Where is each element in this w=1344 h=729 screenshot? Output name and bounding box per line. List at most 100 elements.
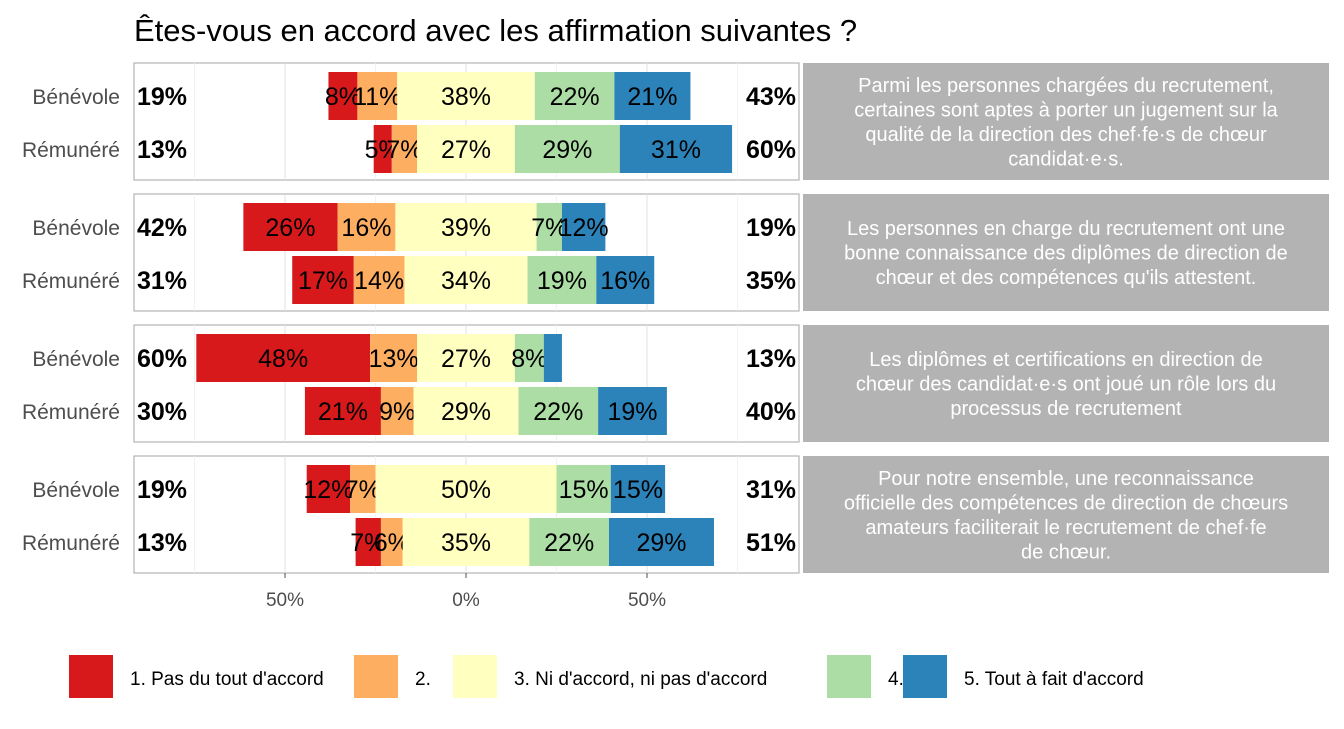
segment-label: 8% [511, 345, 547, 373]
group-label: Rémunéré [22, 270, 120, 293]
group-label: Bénévole [32, 479, 120, 502]
segment-label: 7% [350, 529, 386, 557]
statement-line: chœur des candidat·e·s ont joué un rôle … [856, 374, 1276, 396]
legend-swatch [903, 655, 947, 698]
right-total-label: 13% [746, 345, 796, 373]
bar-segment [355, 518, 381, 566]
group-label: Bénévole [32, 86, 120, 109]
segment-label: 35% [441, 529, 491, 557]
bar-segment [413, 387, 519, 435]
statement-strip [803, 325, 1329, 442]
segment-label: 7% [386, 136, 422, 164]
segment-label: 14% [354, 267, 404, 295]
bar-segment [529, 518, 609, 566]
bar-segment [402, 518, 530, 566]
bar-segment [619, 125, 733, 173]
legend-label: 4. [888, 669, 904, 690]
statement-line: bonne connaissance des diplômes de direc… [844, 243, 1288, 265]
x-tick-label: 0% [452, 590, 480, 611]
segment-label: 17% [298, 267, 348, 295]
right-total-label: 19% [746, 214, 796, 242]
segment-label: 50% [441, 476, 491, 504]
bar-segment [328, 72, 358, 120]
bar-segment [306, 465, 351, 513]
segment-label: 29% [441, 398, 491, 426]
statement-strip [803, 456, 1329, 573]
statement-line: candidat·e·s. [1008, 148, 1124, 170]
segment-label: 21% [318, 398, 368, 426]
bar-segment [598, 387, 667, 435]
segment-label: 34% [441, 267, 491, 295]
segment-label: 38% [441, 83, 491, 111]
group-label: Bénévole [32, 217, 120, 240]
bar-segment [614, 72, 691, 120]
segment-label: 22% [550, 83, 600, 111]
segment-label: 8% [325, 83, 361, 111]
segment-label: 9% [379, 398, 415, 426]
legend-swatch [69, 655, 113, 698]
statement-line: chœur et des compétences qu'ils attesten… [876, 267, 1257, 289]
segment-label: 19% [607, 398, 657, 426]
bar-segment [196, 334, 371, 382]
segment-label: 16% [600, 267, 650, 295]
bar-segment [527, 256, 597, 304]
left-total-label: 19% [137, 83, 187, 111]
bar-segment [561, 203, 606, 251]
bar-segment [370, 334, 418, 382]
group-label: Rémunéré [22, 139, 120, 162]
segment-label: 15% [613, 476, 663, 504]
left-total-label: 19% [137, 476, 187, 504]
group-label: Rémunéré [22, 532, 120, 555]
segment-label: 7% [531, 214, 567, 242]
statement-line: processus de recrutement [950, 398, 1182, 420]
legend-label: 5. Tout à fait d'accord [964, 669, 1144, 690]
bar-segment [534, 72, 615, 120]
bar-segment [380, 387, 414, 435]
bar-segment [304, 387, 381, 435]
bar-segment [543, 334, 562, 382]
segment-label: 12% [559, 214, 609, 242]
left-total-label: 30% [137, 398, 187, 426]
statement-strip [803, 63, 1329, 180]
segment-label: 27% [441, 345, 491, 373]
group-label: Rémunéré [22, 401, 120, 424]
bar-segment [610, 465, 666, 513]
statement-line: amateurs faciliterait le recrutement de … [865, 517, 1266, 539]
segment-label: 26% [265, 214, 315, 242]
bar-segment [596, 256, 655, 304]
legend-swatch [453, 655, 497, 698]
segment-label: 13% [369, 345, 419, 373]
bar-segment [337, 203, 396, 251]
statement-line: Les personnes en charge du recrutement o… [847, 218, 1285, 240]
legend-label: 3. Ni d'accord, ni pas d'accord [514, 669, 767, 690]
bar-segment [292, 256, 354, 304]
right-total-label: 43% [746, 83, 796, 111]
legend-swatch [354, 655, 398, 698]
bar-segment [380, 518, 403, 566]
statement-line: de chœur. [1021, 541, 1111, 563]
segment-label: 39% [441, 214, 491, 242]
segment-label: 22% [544, 529, 594, 557]
bar-segment [353, 256, 405, 304]
chart-title: Êtes-vous en accord avec les affirmation… [134, 13, 857, 48]
statement-line: certaines sont aptes à porter un jugemen… [854, 99, 1278, 121]
segment-label: 19% [537, 267, 587, 295]
right-total-label: 60% [746, 136, 796, 164]
statement-line: Parmi les personnes chargées du recrutem… [858, 75, 1274, 97]
segment-label: 11% [353, 83, 401, 111]
statement-line: Les diplômes et certifications en direct… [869, 349, 1263, 371]
segment-label: 27% [441, 136, 491, 164]
statement-strip [803, 194, 1329, 311]
bar-segment [375, 465, 557, 513]
bar-segment [373, 125, 392, 173]
segment-label: 29% [636, 529, 686, 557]
segment-label: 7% [345, 476, 381, 504]
left-total-label: 42% [137, 214, 187, 242]
bar-segment [514, 334, 544, 382]
segment-label: 22% [533, 398, 583, 426]
legend-label: 1. Pas du tout d'accord [130, 669, 324, 690]
segment-label: 15% [559, 476, 609, 504]
bar-segment [397, 72, 535, 120]
x-tick-label: 50% [628, 590, 666, 611]
bar-segment [350, 465, 376, 513]
